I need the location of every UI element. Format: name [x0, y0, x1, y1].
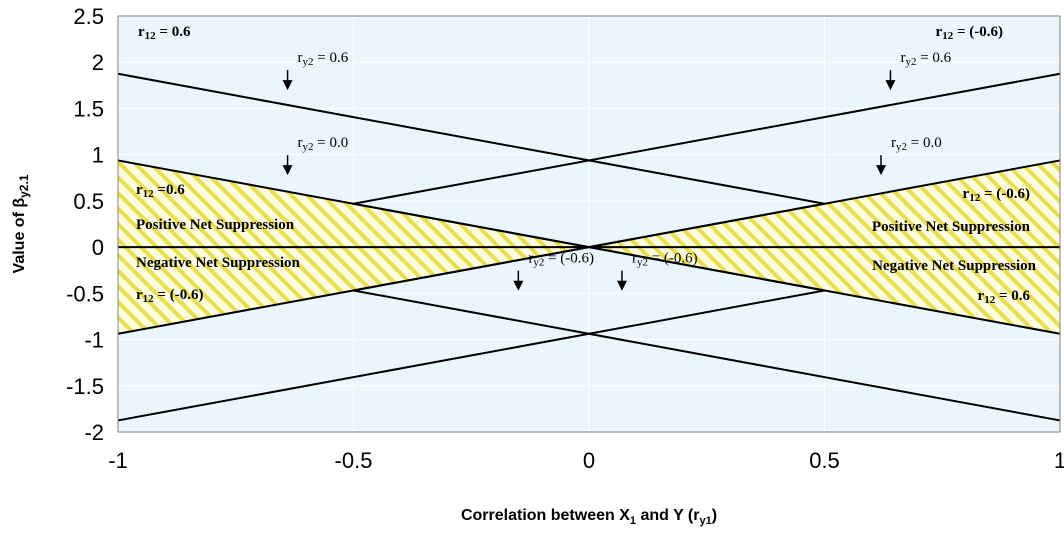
ry2-label: ry2 = 0.0 — [298, 135, 349, 153]
y-axis-label: Value of βy2.1 — [11, 174, 31, 273]
y-tick-labels: 2.5 2 1.5 1 0.5 0 -0.5 -1 -1.5 -2 — [66, 4, 104, 445]
annot-left-lower-r12: r12 = (-0.6) — [136, 287, 203, 305]
y-tick-label: 0 — [92, 235, 104, 260]
y-tick-label: 1.5 — [73, 96, 104, 121]
annotation-arrow-head — [885, 80, 896, 91]
plot-border — [117, 15, 1061, 433]
y-tick-label: 0.5 — [73, 189, 104, 214]
x-tick-label: -0.5 — [335, 448, 373, 473]
annotation-arrow-head — [513, 280, 524, 291]
ry2-label: ry2 = 0.0 — [891, 135, 942, 153]
series-line — [353, 289, 1061, 422]
x-tick-label: 0.5 — [809, 448, 840, 473]
y-tick-label: 2.5 — [73, 4, 104, 29]
annotation-arrow-head — [282, 165, 293, 176]
series-line — [353, 72, 1061, 205]
annot-corner-right: r12 = (-0.6) — [936, 24, 1003, 42]
annot-right-upper-r12: r12 = (-0.6) — [963, 186, 1030, 204]
ry2-annotations: ry2 = 0.6 ry2 = 0.6 ry2 = 0.0 ry2 = 0.0 ry2 … — [282, 50, 952, 291]
x-tick-label: 1 — [1054, 448, 1064, 473]
annot-corner-left: r12 = 0.6 — [138, 24, 191, 42]
annot-right-positive: Positive Net Suppression — [872, 219, 1031, 235]
y-tick-label: -1 — [84, 328, 104, 353]
series-line — [117, 289, 825, 422]
series-line — [117, 72, 825, 205]
annot-left-positive: Positive Net Suppression — [136, 217, 295, 233]
series-lines — [117, 72, 1061, 422]
x-tick-labels: -1 -0.5 0 0.5 1 — [108, 448, 1064, 473]
ry2-label: ry2 = 0.6 — [298, 50, 349, 68]
annot-left-negative: Negative Net Suppression — [136, 255, 301, 271]
annotation-arrow-head — [616, 280, 627, 291]
series-line — [353, 202, 1061, 335]
y-tick-label: -2 — [84, 420, 104, 445]
x-tick-label: -1 — [108, 448, 128, 473]
annot-right-lower-r12: r12 = 0.6 — [978, 288, 1031, 306]
y-tick-label: -0.5 — [66, 281, 104, 306]
x-tick-label: 0 — [583, 448, 595, 473]
y-tick-label: 2 — [92, 50, 104, 75]
ry2-label: ry2 = (-0.6) — [528, 251, 594, 269]
y-tick-label: -1.5 — [66, 374, 104, 399]
series-line — [117, 202, 825, 335]
ry2-label: ry2 = (-0.6) — [632, 251, 698, 269]
annotation-arrow-head — [876, 165, 887, 176]
x-axis-label: Correlation between X1 and Y (ry1) — [461, 507, 717, 527]
ry2-label: ry2 = 0.6 — [900, 50, 951, 68]
annot-left-upper-r12: r12 =0.6 — [136, 182, 185, 200]
annotation-arrow-head — [282, 80, 293, 91]
annot-right-negative: Negative Net Suppression — [872, 258, 1037, 274]
y-tick-label: 1 — [92, 143, 104, 168]
